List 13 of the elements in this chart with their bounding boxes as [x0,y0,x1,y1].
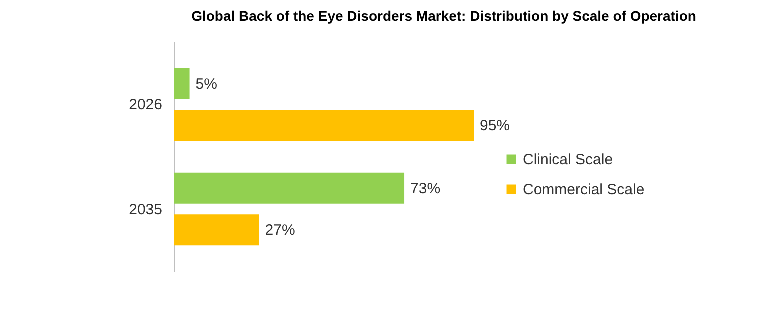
data-label: 5% [196,76,218,93]
data-label: 27% [265,222,296,240]
legend-label: Commercial Scale [523,182,645,198]
bar [174,214,260,246]
legend-label: Clinical Scale [523,152,614,168]
bar [174,172,405,204]
chart-title: Global Back of the Eye Disorders Market: Distribution by Scale of Operation [192,8,696,24]
y-tick-label: 2035 [129,201,162,218]
y-tick-label: 2026 [129,96,162,114]
bar [174,68,190,100]
data-label: 95% [480,118,510,135]
bar [174,110,474,142]
data-label: 73% [410,180,441,198]
